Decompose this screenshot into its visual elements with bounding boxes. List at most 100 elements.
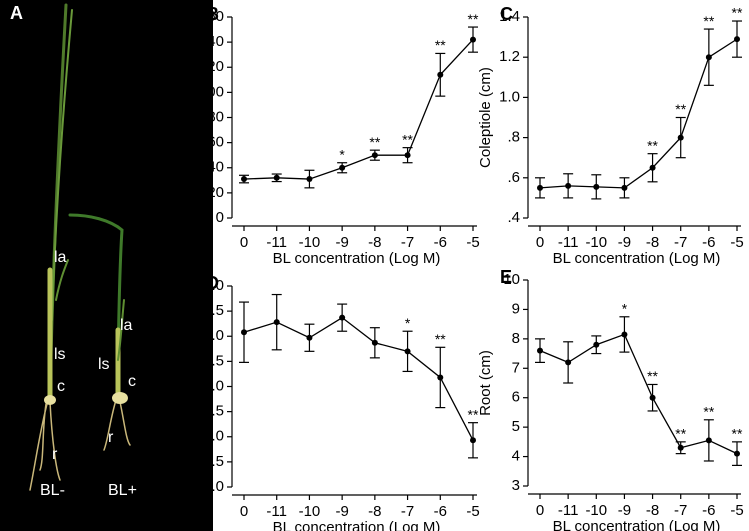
significance-label: ** [675, 101, 686, 117]
x-tick-label: -8 [646, 502, 659, 519]
x-tick-label: -8 [368, 234, 381, 251]
significance-label: ** [468, 406, 479, 422]
data-point [339, 164, 346, 171]
data-point [565, 359, 572, 366]
photo-panel: A la ls c r BL- la ls c r BL+ [0, 0, 213, 531]
photo-label: r [52, 446, 58, 463]
x-tick-label: -10 [299, 503, 321, 520]
y-tick-label: 9 [512, 300, 520, 317]
significance-label: * [622, 300, 628, 316]
y-tick-label: 160 [199, 8, 224, 25]
x-tick-label: -5 [730, 502, 743, 519]
significance-label: ** [703, 13, 714, 29]
data-point [734, 450, 740, 457]
photo-label: la [120, 317, 133, 334]
significance-label: ** [647, 368, 658, 384]
data-point [371, 152, 378, 159]
y-tick-label: 1.0 [499, 88, 520, 105]
x-tick-label: -5 [466, 234, 479, 251]
x-tick-label: -10 [585, 502, 607, 519]
x-tick-label: -11 [266, 503, 287, 520]
significance-label: ** [468, 11, 479, 27]
data-point [371, 339, 378, 346]
data-point [306, 176, 313, 183]
y-tick-label: 60 [207, 134, 224, 151]
x-axis-label: BL concentration (Log M) [273, 250, 441, 267]
x-tick-label: -6 [434, 234, 447, 251]
y-axis-label: Coleptiole (cm) [477, 67, 494, 168]
x-tick-label: -6 [702, 502, 715, 519]
x-tick-label: -10 [585, 234, 607, 251]
data-point [537, 184, 543, 191]
y-tick-label: 0 [216, 209, 224, 226]
data-point [470, 36, 476, 43]
y-tick-label: .4 [507, 209, 520, 226]
data-line [243, 316, 474, 441]
y-tick-label: 7 [512, 359, 520, 376]
data-point [705, 437, 712, 444]
data-point [593, 341, 600, 348]
y-tick-label: 5.0 [203, 327, 224, 344]
photo-label: la [54, 249, 67, 266]
data-point [470, 437, 476, 444]
data-line [243, 39, 474, 180]
photo-label: c [57, 378, 65, 395]
significance-label: * [405, 315, 411, 331]
y-axis-label: Lamina inclination (°) [181, 47, 198, 187]
data-point [241, 329, 247, 336]
x-tick-label: -11 [558, 234, 579, 251]
y-tick-label: 4.0 [203, 377, 224, 394]
x-tick-label: -7 [674, 234, 687, 251]
y-tick-label: 6.0 [203, 277, 224, 294]
panel-label: B [206, 4, 219, 24]
data-point [306, 334, 313, 341]
y-tick-label: 20 [207, 184, 224, 201]
panel-label: E [500, 267, 512, 287]
significance-label: ** [703, 403, 714, 419]
photo-label: BL- [40, 482, 65, 499]
significance-label: ** [402, 131, 413, 147]
y-tick-label: 10 [503, 271, 520, 288]
photo-label: ls [54, 346, 66, 363]
data-point [649, 164, 656, 171]
data-point [593, 183, 600, 190]
y-tick-label: 2.0 [203, 478, 224, 495]
data-point [241, 176, 247, 183]
y-axis-label: Root (cm) [477, 350, 494, 416]
x-tick-label: -9 [335, 503, 348, 520]
data-point [437, 71, 444, 78]
x-tick-label: -11 [558, 502, 579, 519]
x-tick-label: 0 [240, 503, 248, 520]
x-tick-label: -10 [299, 234, 321, 251]
y-tick-label: 4 [512, 448, 520, 465]
data-point [621, 331, 628, 338]
y-tick-label: 140 [199, 33, 224, 50]
x-tick-label: -9 [335, 234, 348, 251]
y-tick-label: 5 [512, 418, 520, 435]
significance-label: ** [435, 331, 446, 347]
y-tick-label: 2.5 [203, 453, 224, 470]
significance-label: ** [732, 426, 743, 442]
data-point [705, 54, 712, 61]
data-point [437, 374, 444, 381]
data-point [537, 347, 543, 354]
photo-label: c [128, 373, 136, 390]
data-point [404, 152, 411, 159]
x-tick-label: -8 [368, 503, 381, 520]
data-point [649, 394, 656, 401]
panel-label: D [206, 273, 219, 293]
y-tick-label: 3.5 [203, 403, 224, 420]
x-tick-label: -8 [646, 234, 659, 251]
panel-label: A [10, 3, 23, 23]
significance-label: ** [732, 5, 743, 21]
x-tick-label: -7 [674, 502, 687, 519]
significance-label: ** [369, 134, 380, 150]
data-point [404, 348, 411, 355]
x-axis-label: BL concentration (Log M) [553, 518, 721, 531]
y-tick-label: 6 [512, 389, 520, 406]
data-point [273, 319, 280, 326]
data-point [339, 314, 346, 321]
y-tick-label: 80 [207, 108, 224, 125]
y-tick-label: .8 [507, 129, 520, 146]
